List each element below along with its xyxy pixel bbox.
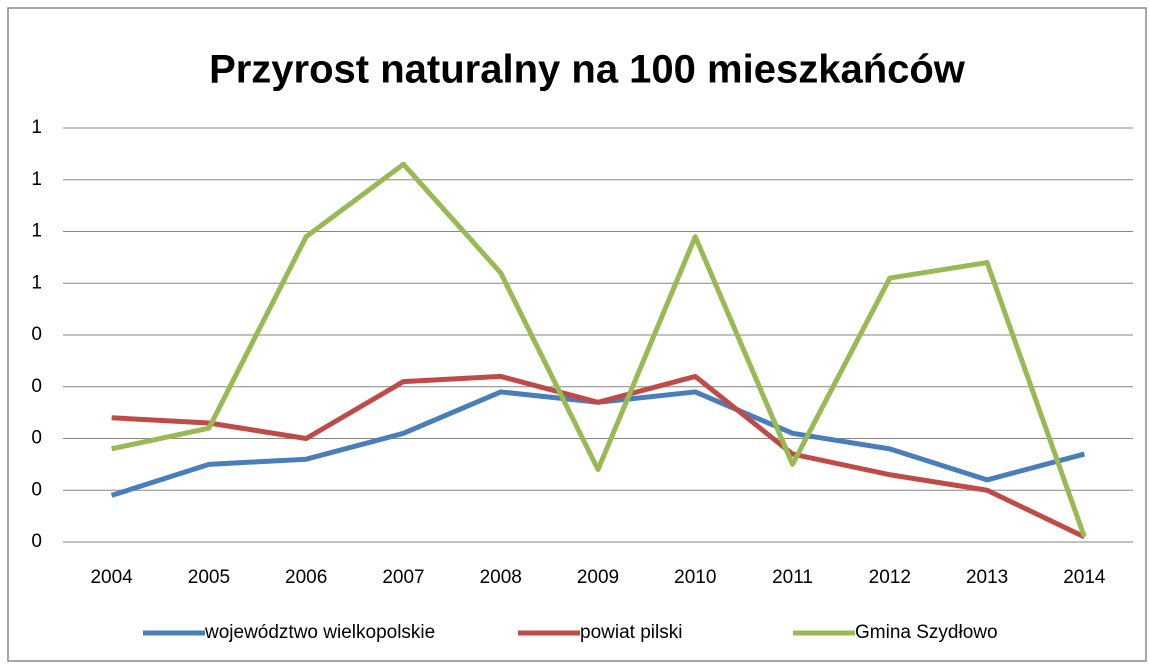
y-tick-label: 0 [31, 479, 42, 500]
x-tick-label: 2008 [480, 567, 522, 588]
series-line [111, 161, 1087, 538]
y-tick-label: 0 [31, 324, 42, 345]
y-tick-label: 0 [31, 376, 42, 397]
y-tick-label: 1 [31, 221, 42, 242]
y-tick-label: 0 [31, 428, 42, 449]
x-tick-label: 2007 [382, 567, 424, 588]
x-tick-label: 2012 [869, 567, 911, 588]
x-tick-label: 2010 [674, 567, 716, 588]
x-tick-label: 2014 [1063, 567, 1106, 588]
legend-label: województwo wielkopolskie [204, 622, 435, 643]
x-tick-label: 2011 [772, 567, 813, 588]
series-line [111, 373, 1086, 540]
x-tick-label: 2009 [577, 567, 619, 588]
x-tick-label: 2004 [90, 567, 133, 588]
legend-label: powiat pilski [580, 622, 682, 643]
x-tick-label: 2006 [285, 567, 327, 588]
y-tick-label: 1 [31, 169, 42, 190]
x-tick-label: 2005 [188, 567, 230, 588]
x-tick-label: 2013 [966, 567, 1008, 588]
y-tick-label: 1 [31, 117, 42, 138]
y-tick-label: 0 [31, 531, 42, 552]
legend-label: Gmina Szydłowo [855, 622, 998, 643]
chart-title: Przyrost naturalny na 100 mieszkańców [209, 48, 966, 92]
y-tick-label: 1 [31, 272, 42, 293]
